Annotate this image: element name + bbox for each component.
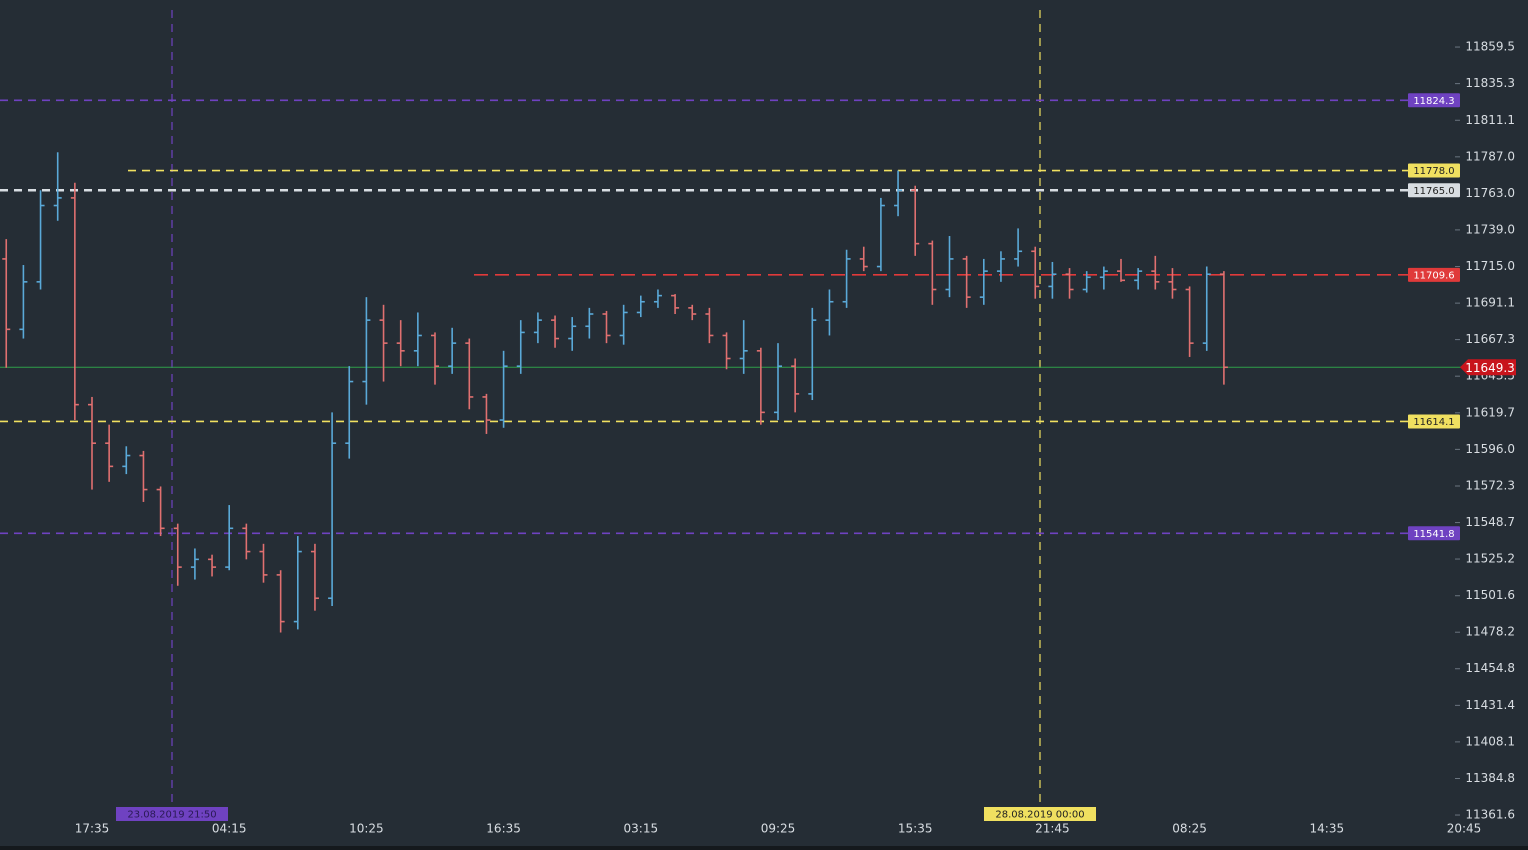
- level-box: [1408, 267, 1460, 282]
- x-tick-label: 14:35: [1310, 822, 1345, 836]
- marker-box: [116, 807, 228, 821]
- x-tick-label: 17:35: [75, 822, 110, 836]
- x-tick-label: 08:25: [1172, 822, 1207, 836]
- y-tick-label: 11361.6: [1465, 808, 1515, 822]
- level-box: [1408, 526, 1460, 541]
- y-tick-label: 11619.7: [1465, 405, 1515, 419]
- y-tick-label: 11763.0: [1465, 186, 1515, 200]
- y-tick-label: 11859.5: [1465, 40, 1515, 54]
- level-label: 11614.1: [1413, 417, 1454, 428]
- level-label: 11765.0: [1413, 186, 1454, 197]
- x-tick-label: 16:35: [486, 822, 521, 836]
- marker-box: [984, 807, 1096, 821]
- level-box: [1408, 93, 1460, 108]
- x-tick-label: 15:35: [898, 822, 933, 836]
- y-tick-label: 11384.8: [1465, 771, 1515, 785]
- x-tick-label: 10:25: [349, 822, 384, 836]
- level-label: 11541.8: [1413, 529, 1454, 540]
- y-tick-label: 11835.3: [1465, 76, 1515, 90]
- y-tick-label: 11667.3: [1465, 332, 1515, 346]
- y-tick-label: 11572.3: [1465, 479, 1515, 493]
- x-tick-label: 21:45: [1035, 822, 1070, 836]
- y-tick-label: 11691.1: [1465, 296, 1515, 310]
- y-tick-label: 11811.1: [1465, 113, 1515, 127]
- current-price-box: [1460, 359, 1516, 376]
- y-tick-label: 11596.0: [1465, 442, 1515, 456]
- level-box: [1408, 183, 1460, 198]
- y-tick-label: 11787.0: [1465, 149, 1515, 163]
- level-label: 11709.6: [1413, 270, 1454, 281]
- bottom-strip: [0, 846, 1528, 850]
- level-box: [1408, 163, 1460, 178]
- y-tick-label: 11478.2: [1465, 625, 1515, 639]
- y-tick-label: 11454.8: [1465, 661, 1515, 675]
- y-tick-label: 11525.2: [1465, 552, 1515, 566]
- y-tick-label: 11548.7: [1465, 515, 1515, 529]
- y-tick-label: 11715.0: [1465, 259, 1515, 273]
- x-tick-label: 03:15: [624, 822, 659, 836]
- level-label: 11778.0: [1413, 166, 1454, 177]
- y-tick-label: 11501.6: [1465, 588, 1515, 602]
- y-tick-label: 11408.1: [1465, 734, 1515, 748]
- y-tick-label: 11431.4: [1465, 698, 1515, 712]
- y-tick-label: 11739.0: [1465, 222, 1515, 236]
- x-tick-label: 09:25: [761, 822, 796, 836]
- level-box: [1408, 414, 1460, 429]
- current-price-label: 11649.3: [1465, 361, 1515, 375]
- level-label: 11824.3: [1413, 96, 1454, 107]
- x-tick-label: 20:45: [1447, 822, 1482, 836]
- marker-label: 28.08.2019 00:00: [995, 810, 1084, 821]
- x-tick-label: 04:15: [212, 822, 247, 836]
- marker-label: 23.08.2019 21:50: [127, 810, 216, 821]
